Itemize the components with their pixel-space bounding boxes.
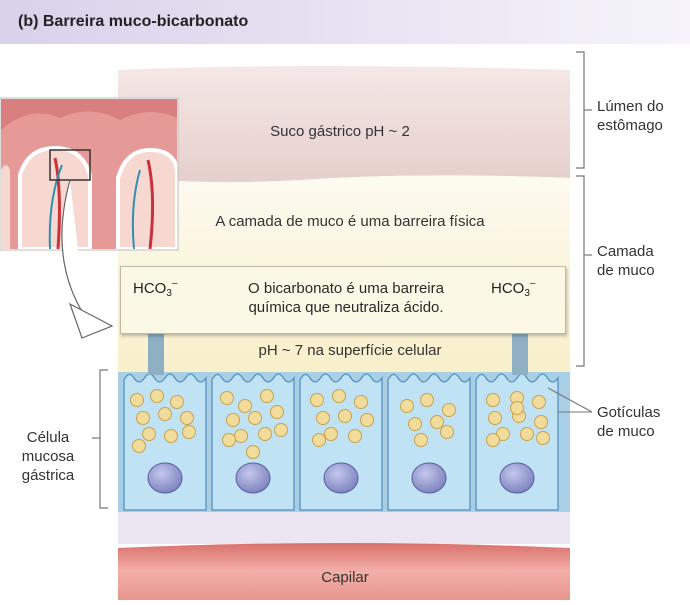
hco3-left-sub: 3 (166, 288, 172, 299)
mucus-text: A camada de muco é uma barreira física (215, 213, 485, 230)
stomach-wall-inset (0, 97, 179, 251)
mucus-droplet (486, 433, 500, 447)
mucous-cell (475, 373, 559, 511)
mucus-droplet (226, 413, 240, 427)
mucous-cell (123, 373, 207, 511)
mucus-side-line1: Camada (597, 243, 654, 260)
mucus-droplet (234, 429, 248, 443)
lumen-side-line2: estômago (597, 117, 663, 134)
cell-side-label: Célula mucosa gástrica (10, 428, 86, 485)
cell-body (123, 373, 207, 511)
capillary-vessel (118, 543, 570, 600)
callout-line2: química que neutraliza ácido. (248, 299, 444, 316)
mucus-droplet (136, 411, 150, 425)
capillary-label: Capilar (321, 569, 369, 586)
mucous-cell (211, 373, 295, 511)
lumen-layer (118, 66, 570, 183)
mucus-droplet (400, 399, 414, 413)
mucus-droplet (260, 389, 274, 403)
mucus-bracket (576, 175, 592, 367)
mucus-droplet (312, 433, 326, 447)
mucous-cells (123, 373, 559, 511)
hco3-right-sub: 3 (524, 288, 530, 299)
mucus-droplet (332, 389, 346, 403)
lumen-side-line1: Lúmen do (597, 98, 664, 115)
mucus-droplet (486, 393, 500, 407)
mucus-droplet (440, 425, 454, 439)
mucus-droplet (164, 429, 178, 443)
figure-title: (b) Barreira muco-bicarbonato (18, 13, 249, 30)
mucus-droplet (338, 409, 352, 423)
surface-ph-text: pH ~ 7 na superfície celular (258, 342, 442, 359)
mucus-droplet (536, 431, 550, 445)
mucus-droplet (220, 391, 234, 405)
mucus-droplet (414, 433, 428, 447)
mucus-droplet (532, 395, 546, 409)
mucus-droplet (270, 405, 284, 419)
mucus-droplet (222, 433, 236, 447)
cell-side-line1: Célula (26, 429, 70, 446)
cell-side-line2: mucosa (21, 448, 75, 465)
mucus-droplet (238, 399, 252, 413)
hco3-left-base: HCO (133, 280, 167, 297)
mucus-side-line2: de muco (597, 262, 655, 279)
mucus-droplet (274, 423, 288, 437)
mucus-droplet (158, 407, 172, 421)
mucus-droplet (182, 425, 196, 439)
cell-side-line3: gástrica (21, 467, 75, 484)
cell-nucleus (147, 462, 183, 494)
bicarbonate-callout: HCO3– O bicarbonato é uma barreira quími… (120, 266, 566, 334)
mucus-droplet (142, 427, 156, 441)
hco3-right: HCO3– (491, 278, 535, 299)
mucus-side-label: Camada de muco (597, 242, 655, 280)
mucus-droplet (310, 393, 324, 407)
mucus-droplet (170, 395, 184, 409)
zoom-arrow-head (68, 302, 114, 339)
mucus-droplet (442, 403, 456, 417)
mucus-droplet (348, 429, 362, 443)
mucus-droplet (324, 427, 338, 441)
mucus-droplet (316, 411, 330, 425)
hco3-left-sup: – (171, 278, 178, 289)
cell-nucleus (499, 462, 535, 494)
mucus-droplet (360, 413, 374, 427)
hco3-right-base: HCO (491, 280, 525, 297)
mucus-droplet (430, 415, 444, 429)
mucus-droplet (150, 389, 164, 403)
title-bar: (b) Barreira muco-bicarbonato (0, 0, 690, 44)
mucus-droplet (420, 393, 434, 407)
mucus-droplet (408, 417, 422, 431)
callout-message: O bicarbonato é uma barreira química que… (221, 279, 471, 317)
droplets-side-line2: de muco (597, 423, 655, 440)
mucus-droplet (258, 427, 272, 441)
droplet-leaders (547, 387, 593, 413)
lumen-bracket (576, 51, 592, 169)
hco3-left: HCO3– (133, 278, 177, 299)
mucus-droplet (246, 445, 260, 459)
droplets-side-label: Gotículas de muco (597, 403, 660, 441)
mucus-droplet (534, 415, 548, 429)
mucus-droplet (130, 393, 144, 407)
mucus-droplet (520, 427, 534, 441)
callout-line1: O bicarbonato é uma barreira (248, 280, 444, 297)
cell-nucleus (411, 462, 447, 494)
lumen-side-label: Lúmen do estômago (597, 97, 664, 135)
basement-layer (118, 512, 570, 544)
zoom-arrow (61, 179, 87, 319)
mucus-droplet (510, 401, 524, 415)
mucus-droplet (180, 411, 194, 425)
mucous-cell (387, 373, 471, 511)
lumen-text: Suco gástrico pH ~ 2 (270, 123, 410, 140)
mucus-droplet (132, 439, 146, 453)
cell-bracket (92, 369, 108, 509)
mucus-droplet (354, 395, 368, 409)
mucus-droplet (488, 411, 502, 425)
mucous-cell (299, 373, 383, 511)
cell-nucleus (235, 462, 271, 494)
hco3-right-sup: – (529, 278, 536, 289)
cell-nucleus (323, 462, 359, 494)
droplets-side-line1: Gotículas (597, 404, 661, 421)
mucus-droplet (248, 411, 262, 425)
